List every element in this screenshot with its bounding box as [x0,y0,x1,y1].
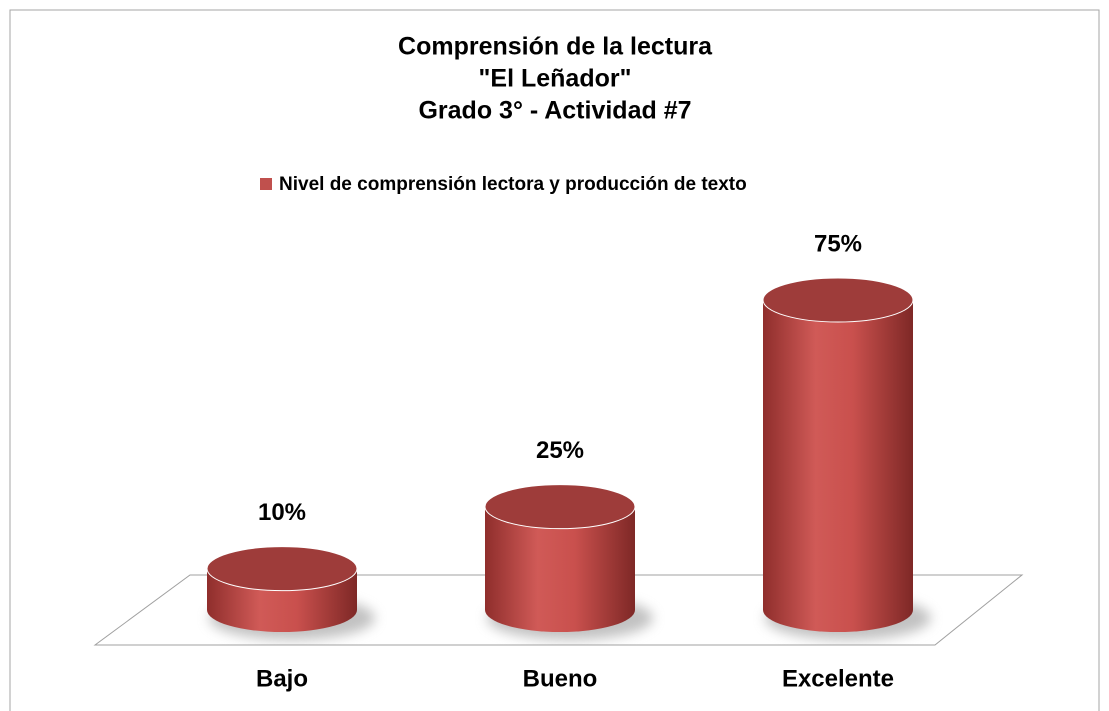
x-tick-label: Bueno [523,665,598,692]
chart-title: Comprensión de la lectura [398,33,713,61]
chart-title: Grado 3° - Actividad #7 [418,97,691,125]
x-tick-label: Bajo [256,665,308,692]
data-label: 10% [258,499,306,526]
bar-top [206,546,358,592]
data-label: 75% [814,230,862,257]
data-label: 25% [536,437,584,464]
bar-top [484,484,636,530]
bar-top [762,277,914,323]
x-tick-label: Excelente [782,665,894,692]
legend-swatch [260,178,272,190]
chart-title: "El Leñador" [479,65,632,93]
bar [485,506,635,632]
bar [763,300,913,632]
legend-label: Nivel de comprensión lectora y producció… [279,174,747,195]
